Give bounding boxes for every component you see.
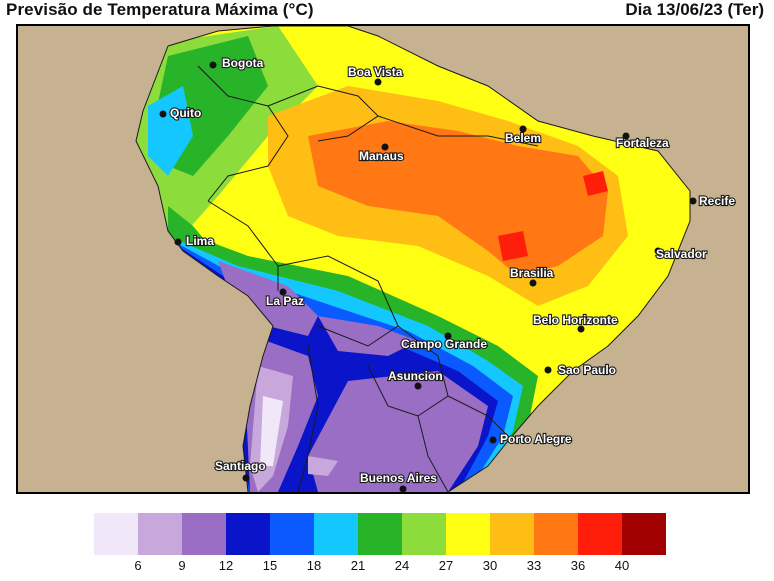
legend-tick: 15 bbox=[262, 558, 278, 573]
legend-tick: 30 bbox=[482, 558, 498, 573]
legend-swatch bbox=[94, 513, 138, 555]
legend-swatch bbox=[138, 513, 182, 555]
map-canvas: Bogota Boa Vista Quito Belem Fortaleza M… bbox=[18, 26, 748, 492]
legend-tick: 24 bbox=[394, 558, 410, 573]
header: Previsão de Temperatura Máxima (°C) Dia … bbox=[0, 0, 774, 24]
city-label: Campo Grande bbox=[401, 337, 487, 351]
city-label: Belo Horizonte bbox=[533, 313, 618, 327]
legend-tick: 18 bbox=[306, 558, 322, 573]
temperature-legend: 6 9 12 15 18 21 24 27 30 33 36 40 bbox=[94, 513, 674, 573]
city-label: La Paz bbox=[266, 294, 304, 308]
city-label: Santiago bbox=[215, 459, 266, 473]
city-label: Belem bbox=[505, 131, 541, 145]
legend-tick: 27 bbox=[438, 558, 454, 573]
legend-swatch bbox=[534, 513, 578, 555]
legend-swatch bbox=[182, 513, 226, 555]
legend-swatch bbox=[226, 513, 270, 555]
city-label: Fortaleza bbox=[616, 136, 669, 150]
legend-swatch bbox=[622, 513, 666, 555]
city-label: Buenos Aires bbox=[360, 471, 437, 485]
city-label: Salvador bbox=[656, 247, 707, 261]
legend-swatch bbox=[314, 513, 358, 555]
city-labels: Bogota Boa Vista Quito Belem Fortaleza M… bbox=[169, 55, 737, 486]
map-title: Previsão de Temperatura Máxima (°C) bbox=[6, 0, 314, 19]
legend-tick: 33 bbox=[526, 558, 542, 573]
legend-swatch bbox=[446, 513, 490, 555]
forecast-date: Dia 13/06/23 (Ter) bbox=[625, 0, 764, 19]
city-label: Asuncion bbox=[388, 369, 443, 383]
legend-tick: 12 bbox=[218, 558, 234, 573]
city-label: Quito bbox=[170, 106, 201, 120]
city-label: Boa Vista bbox=[348, 65, 403, 79]
legend-swatch bbox=[358, 513, 402, 555]
legend-color-bar bbox=[94, 513, 666, 555]
country-borders bbox=[135, 26, 691, 492]
legend-tick: 36 bbox=[570, 558, 586, 573]
legend-swatch bbox=[402, 513, 446, 555]
legend-swatch bbox=[490, 513, 534, 555]
city-label: Manaus bbox=[359, 149, 404, 163]
city-label: Porto Alegre bbox=[500, 432, 572, 446]
city-label: Recife bbox=[699, 194, 735, 208]
city-label: Lima bbox=[186, 234, 214, 248]
city-markers bbox=[159, 61, 697, 492]
legend-tick: 21 bbox=[350, 558, 366, 573]
legend-tick: 40 bbox=[614, 558, 630, 573]
city-label: Brasilia bbox=[510, 266, 554, 280]
legend-tick: 9 bbox=[178, 558, 186, 573]
legend-tick-labels: 6 9 12 15 18 21 24 27 30 33 36 40 bbox=[94, 558, 674, 574]
city-label: Sao Paulo bbox=[558, 363, 616, 377]
city-label: Bogota bbox=[222, 56, 264, 70]
legend-swatch bbox=[270, 513, 314, 555]
legend-tick: 6 bbox=[134, 558, 142, 573]
forecast-map: Bogota Boa Vista Quito Belem Fortaleza M… bbox=[16, 24, 750, 494]
legend-swatch bbox=[578, 513, 622, 555]
